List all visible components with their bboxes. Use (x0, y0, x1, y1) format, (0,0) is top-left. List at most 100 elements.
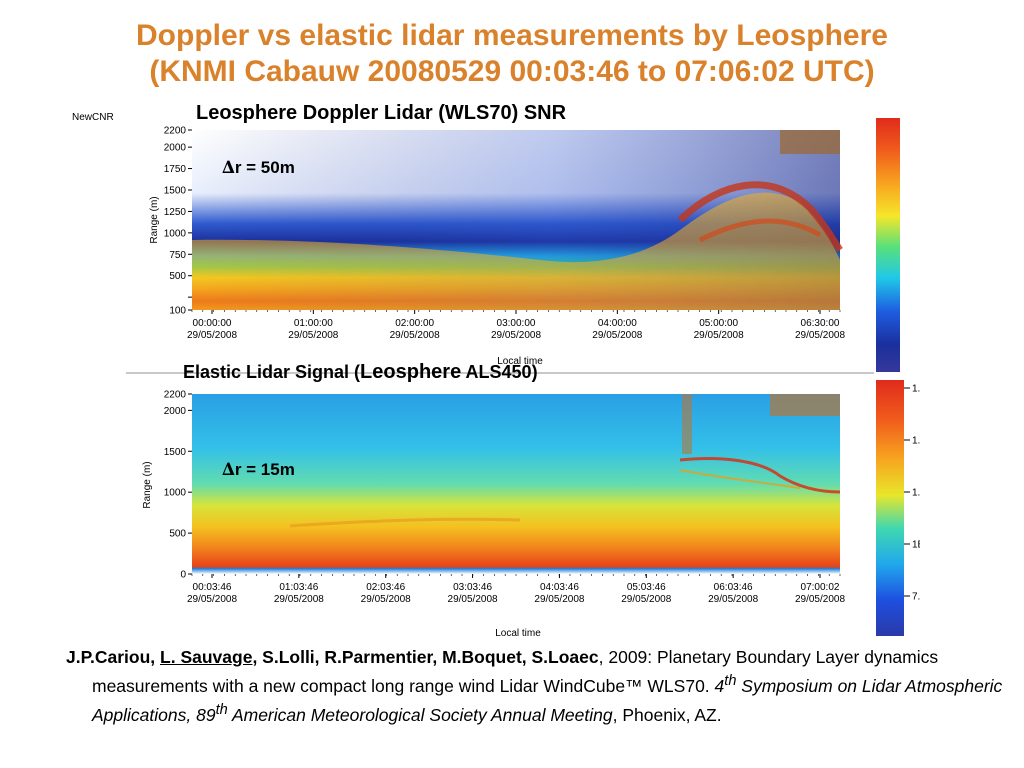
citation-conf-num: 4 (714, 675, 725, 696)
doppler-xlabel: Local time (497, 356, 543, 367)
elastic-xtick-date: 29/05/2008 (708, 594, 758, 605)
elastic-xtick-date: 29/05/2008 (187, 594, 237, 605)
doppler-ytick-label: 1750 (164, 164, 187, 175)
citation-location: , Phoenix, AZ. (612, 704, 722, 725)
elastic-cloud-column (682, 394, 692, 454)
elastic-plot-title: Elastic Lidar Signal (Leosphere ALS450) (183, 361, 538, 384)
elastic-ytick-label: 1500 (164, 447, 187, 458)
elastic-plot-area (192, 394, 840, 574)
doppler-ytick-label: 1500 (164, 186, 187, 197)
doppler-ytick-label: 1000 (164, 228, 187, 239)
doppler-red-band (677, 181, 843, 252)
doppler-xtick-time: 05:00:00 (699, 318, 738, 329)
doppler-y-axis: Range (m) (149, 196, 160, 243)
elastic-xtick-date: 29/05/2008 (534, 594, 584, 605)
doppler-snr-chart: Range (m) 100 500 750 1000 1250 1500 1750 2000 2… (149, 118, 900, 372)
elastic-ylabel: Range (m) (142, 461, 153, 508)
elastic-colorbar-ticks: 1.75E+3 1.5E+3 1.25E+3 1E+3 7.5E+2 (904, 384, 920, 603)
elastic-xlabel: Local time (495, 628, 541, 638)
elastic-red-band-2 (679, 469, 801, 489)
doppler-plot-title: Leosphere Doppler Lidar (WLS70) SNR (196, 102, 567, 124)
doppler-ytick-label: 750 (169, 250, 186, 261)
elastic-title-part3: ALS450) (461, 362, 538, 382)
elastic-cbar-label: 7.5E+2 (912, 592, 920, 603)
elastic-xtick-date: 29/05/2008 (361, 594, 411, 605)
elastic-xtick-date: 29/05/2008 (795, 594, 845, 605)
elastic-xtick-time: 05:03:46 (627, 582, 666, 593)
elastic-cbar-label: 1.75E+3 (912, 384, 920, 395)
citation-conf-name2: American Meteorological Society Annual M… (227, 704, 613, 725)
delta-symbol: ∆ (222, 460, 235, 480)
doppler-ytick-label: 1250 (164, 207, 187, 218)
elastic-xtick-time: 01:03:46 (279, 582, 318, 593)
elastic-layer-line (289, 517, 521, 528)
elastic-cbar-label: 1.5E+3 (912, 436, 920, 447)
citation-author1: J.P.Cariou, (66, 647, 161, 667)
doppler-ytick-label: 2200 (164, 126, 187, 137)
elastic-y-ticks: 0 500 1000 1500 2000 2200 (164, 390, 192, 581)
doppler-ylabel: Range (m) (149, 196, 160, 243)
doppler-xtick-date: 29/05/2008 (187, 330, 237, 341)
elastic-xtick-time: 06:03:46 (714, 582, 753, 593)
elastic-ytick-label: 0 (180, 570, 186, 581)
elastic-cbar-label: 1.25E+3 (912, 488, 920, 499)
elastic-xtick-time: 02:03:46 (366, 582, 405, 593)
doppler-y-ticks: 100 500 750 1000 1250 1500 1750 2000 2200 (164, 126, 192, 317)
elastic-xtick-date: 29/05/2008 (274, 594, 324, 605)
elastic-cloud-band (770, 394, 840, 416)
doppler-xtick-time: 04:00:00 (598, 318, 637, 329)
elastic-x-ticks: 00:03:4629/05/200801:03:4629/05/200802:0… (187, 574, 845, 605)
slide-title-line2: (KNMI Cabauw 20080529 00:03:46 to 07:06:… (149, 55, 875, 88)
doppler-xtick-time: 02:00:00 (395, 318, 434, 329)
citation-author2: L. Sauvage (160, 647, 253, 667)
doppler-xtick-date: 29/05/2008 (795, 330, 845, 341)
elastic-ytick-label: 1000 (164, 488, 187, 499)
elastic-colorbar (876, 380, 904, 636)
doppler-colorbar (876, 118, 900, 372)
doppler-ytick-label: 500 (169, 271, 186, 282)
elastic-ytick-label: 500 (169, 529, 186, 540)
doppler-resolution-text: r = 50m (234, 158, 295, 177)
elastic-xtick-time: 07:00:02 (801, 582, 840, 593)
elastic-title-part1: Elastic Lidar Signal ( (183, 362, 361, 382)
slide-title-line1: Doppler vs elastic lidar measurements by… (136, 19, 888, 52)
citation-conf-sup2: th (215, 701, 228, 718)
doppler-xtick-date: 29/05/2008 (390, 330, 440, 341)
doppler-xtick-time: 00:00:00 (193, 318, 232, 329)
doppler-cloud-band (780, 130, 840, 154)
elastic-xtick-time: 04:03:46 (540, 582, 579, 593)
doppler-xtick-date: 29/05/2008 (592, 330, 642, 341)
delta-symbol: ∆ (222, 158, 235, 178)
panel-divider (126, 372, 874, 374)
elastic-resolution-label: ∆r = 15m (222, 460, 295, 480)
citation-author3: , S.Lolli, R.Parmentier, M.Boquet, S.Loa… (252, 647, 599, 667)
doppler-xtick-time: 06:30:00 (801, 318, 840, 329)
elastic-cbar-label: 1E+3 (912, 540, 920, 551)
elastic-ytick-label: 2000 (164, 406, 187, 417)
citation: J.P.Cariou, L. Sauvage, S.Lolli, R.Parme… (66, 645, 1012, 727)
elastic-xtick-time: 03:03:46 (453, 582, 492, 593)
citation-conf-sup: th (724, 673, 737, 689)
doppler-xtick-date: 29/05/2008 (491, 330, 541, 341)
elastic-xtick-date: 29/05/2008 (448, 594, 498, 605)
elastic-ytick-label: 2200 (164, 390, 187, 401)
slide-title: Doppler vs elastic lidar measurements by… (0, 18, 1024, 90)
doppler-x-ticks: 00:00:0029/05/200801:00:0029/05/200802:0… (187, 310, 845, 341)
doppler-ytick-label: 100 (169, 306, 186, 317)
panel-label-newcnr: NewCNR (72, 112, 114, 123)
citation-title: , 2009: Planetary Boundary Layer dynamic… (92, 647, 939, 696)
doppler-xtick-date: 29/05/2008 (288, 330, 338, 341)
doppler-ytick-label: 2000 (164, 143, 187, 154)
elastic-xtick-time: 00:03:46 (193, 582, 232, 593)
doppler-xtick-time: 01:00:00 (294, 318, 333, 329)
doppler-red-band-2 (698, 218, 822, 243)
doppler-xtick-date: 29/05/2008 (694, 330, 744, 341)
elastic-xtick-date: 29/05/2008 (621, 594, 671, 605)
doppler-xtick-time: 03:00:00 (497, 318, 536, 329)
elastic-resolution-text: r = 15m (234, 460, 295, 479)
elastic-red-band (679, 457, 841, 494)
doppler-resolution-label: ∆r = 50m (222, 158, 295, 178)
citation-conf-name: Symposium on Lidar Atmospheric Applicati… (92, 675, 1003, 725)
doppler-bl-layer (192, 192, 840, 310)
